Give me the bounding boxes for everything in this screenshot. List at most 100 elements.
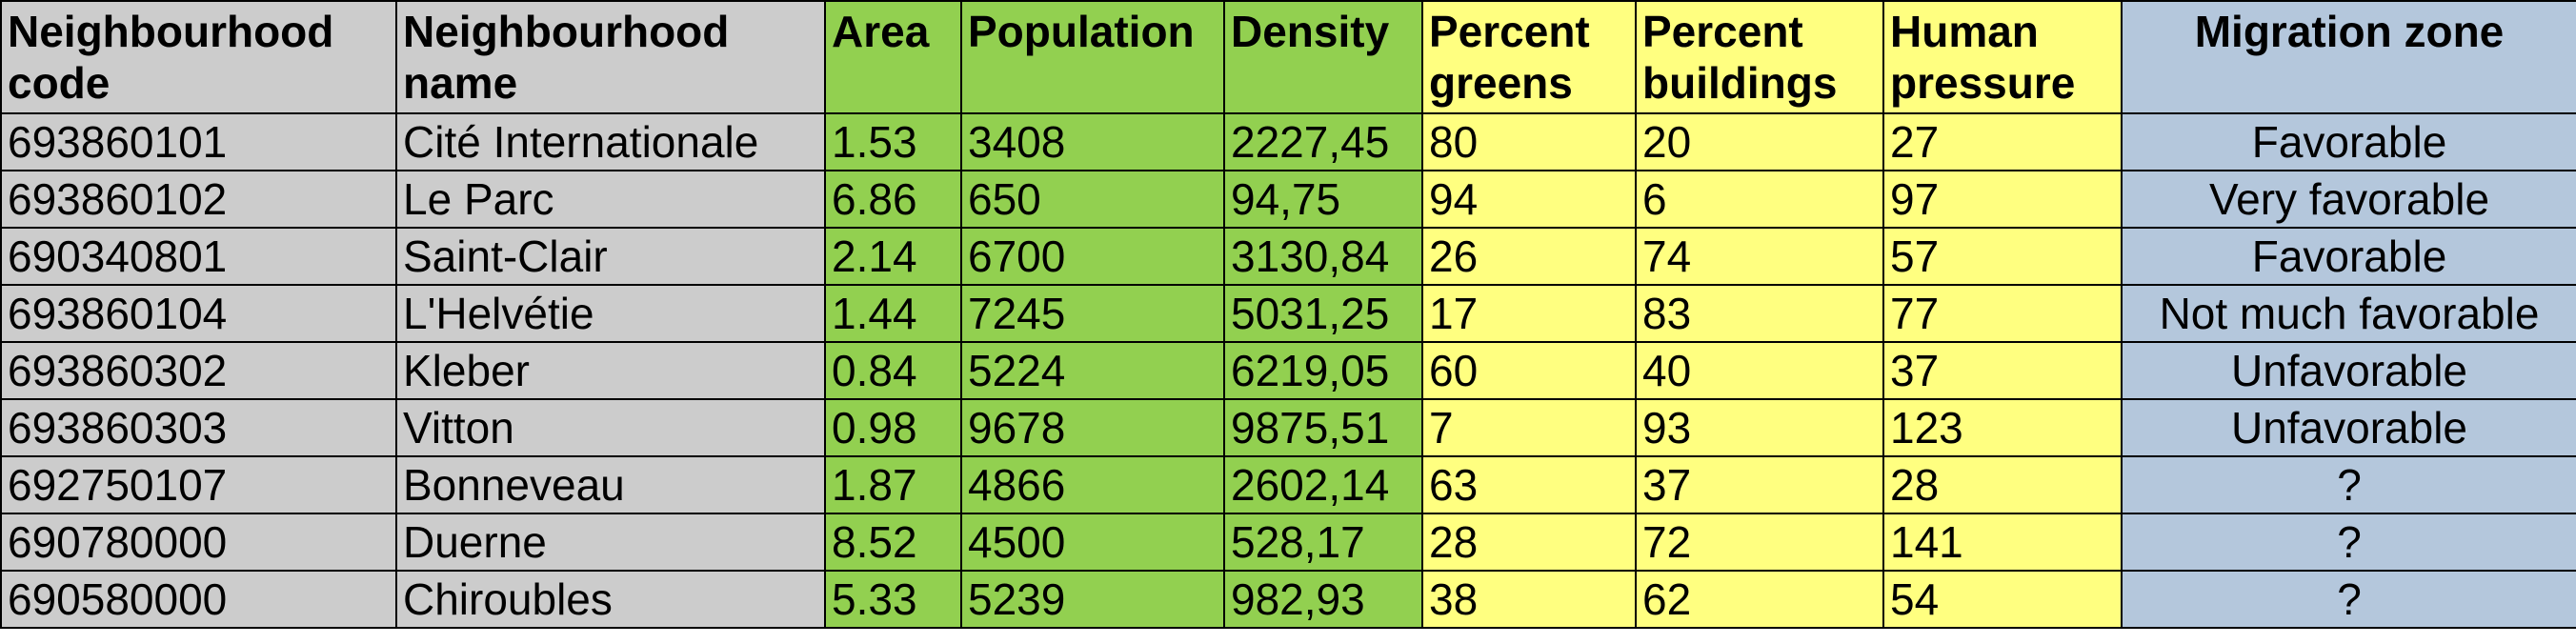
table-row: 693860101 Cité Internationale 1.53 3408 2227… bbox=[0, 112, 2576, 171]
cell-density: 9875,51 bbox=[1223, 398, 1423, 457]
cell-pressure: 97 bbox=[1882, 170, 2123, 229]
header-code: Neighbourhood code bbox=[0, 0, 397, 114]
cell-pressure: 77 bbox=[1882, 284, 2123, 343]
cell-greens: 38 bbox=[1421, 570, 1637, 629]
cell-area: 1.53 bbox=[824, 112, 962, 171]
cell-area: 2.14 bbox=[824, 227, 962, 286]
cell-area: 5.33 bbox=[824, 570, 962, 629]
cell-density: 94,75 bbox=[1223, 170, 1423, 229]
cell-population: 9678 bbox=[960, 398, 1225, 457]
cell-population: 5224 bbox=[960, 341, 1225, 400]
cell-name: Bonneveau bbox=[395, 455, 826, 514]
cell-name: Kleber bbox=[395, 341, 826, 400]
cell-buildings: 93 bbox=[1635, 398, 1884, 457]
header-name: Neighbourhood name bbox=[395, 0, 826, 114]
cell-greens: 7 bbox=[1421, 398, 1637, 457]
cell-zone: ? bbox=[2121, 570, 2576, 629]
cell-name: L'Helvétie bbox=[395, 284, 826, 343]
table-row: 690580000 Chiroubles 5.33 5239 982,93 38 62 54? bbox=[0, 570, 2576, 629]
cell-greens: 17 bbox=[1421, 284, 1637, 343]
cell-greens: 28 bbox=[1421, 513, 1637, 572]
cell-buildings: 62 bbox=[1635, 570, 1884, 629]
cell-population: 4500 bbox=[960, 513, 1225, 572]
cell-pressure: 123 bbox=[1882, 398, 2123, 457]
cell-greens: 26 bbox=[1421, 227, 1637, 286]
cell-code: 693860303 bbox=[0, 398, 397, 457]
cell-area: 8.52 bbox=[824, 513, 962, 572]
table-row: 693860303 Vitton 0.98 9678 9875,51 7 93 123 Unfa… bbox=[0, 398, 2576, 457]
table-row: 692750107 Bonneveau 1.87 4866 2602,14 63 37 28? bbox=[0, 455, 2576, 514]
cell-pressure: 141 bbox=[1882, 513, 2123, 572]
cell-name: Le Parc bbox=[395, 170, 826, 229]
cell-greens: 60 bbox=[1421, 341, 1637, 400]
table-body: 693860101 Cité Internationale 1.53 3408 2227… bbox=[0, 112, 2576, 629]
cell-population: 5239 bbox=[960, 570, 1225, 629]
cell-population: 3408 bbox=[960, 112, 1225, 171]
cell-zone: ? bbox=[2121, 455, 2576, 514]
cell-density: 2602,14 bbox=[1223, 455, 1423, 514]
cell-zone: ? bbox=[2121, 513, 2576, 572]
cell-greens: 80 bbox=[1421, 112, 1637, 171]
cell-code: 693860302 bbox=[0, 341, 397, 400]
cell-density: 3130,84 bbox=[1223, 227, 1423, 286]
cell-density: 5031,25 bbox=[1223, 284, 1423, 343]
header-zone: Migration zone bbox=[2121, 0, 2576, 114]
cell-name: Cité Internationale bbox=[395, 112, 826, 171]
table-row: 690340801 Saint-Clair 2.14 6700 3130,84 26 74 5… bbox=[0, 227, 2576, 286]
cell-code: 693860102 bbox=[0, 170, 397, 229]
table-row: 693860104 L'Helvétie 1.44 7245 5031,25 17 83 77… bbox=[0, 284, 2576, 343]
cell-code: 690780000 bbox=[0, 513, 397, 572]
cell-area: 6.86 bbox=[824, 170, 962, 229]
header-buildings: Percent buildings bbox=[1635, 0, 1884, 114]
cell-area: 0.98 bbox=[824, 398, 962, 457]
cell-name: Vitton bbox=[395, 398, 826, 457]
cell-density: 982,93 bbox=[1223, 570, 1423, 629]
cell-zone: Not much favorable bbox=[2121, 284, 2576, 343]
cell-name: Duerne bbox=[395, 513, 826, 572]
cell-zone: Favorable bbox=[2121, 112, 2576, 171]
cell-area: 1.44 bbox=[824, 284, 962, 343]
cell-density: 6219,05 bbox=[1223, 341, 1423, 400]
cell-code: 692750107 bbox=[0, 455, 397, 514]
cell-population: 4866 bbox=[960, 455, 1225, 514]
cell-population: 7245 bbox=[960, 284, 1225, 343]
header-greens: Percent greens bbox=[1421, 0, 1637, 114]
cell-greens: 94 bbox=[1421, 170, 1637, 229]
header-row: Neighbourhood code Neighbourhood name Ar… bbox=[0, 0, 2576, 114]
cell-zone: Favorable bbox=[2121, 227, 2576, 286]
cell-population: 650 bbox=[960, 170, 1225, 229]
cell-buildings: 74 bbox=[1635, 227, 1884, 286]
cell-code: 690340801 bbox=[0, 227, 397, 286]
cell-buildings: 40 bbox=[1635, 341, 1884, 400]
neighbourhood-table: Neighbourhood code Neighbourhood name Ar… bbox=[0, 0, 2576, 629]
cell-code: 693860104 bbox=[0, 284, 397, 343]
header-density: Density bbox=[1223, 0, 1423, 114]
cell-density: 528,17 bbox=[1223, 513, 1423, 572]
cell-code: 690580000 bbox=[0, 570, 397, 629]
cell-pressure: 54 bbox=[1882, 570, 2123, 629]
cell-buildings: 83 bbox=[1635, 284, 1884, 343]
cell-greens: 63 bbox=[1421, 455, 1637, 514]
cell-pressure: 57 bbox=[1882, 227, 2123, 286]
table-row: 693860302 Kleber 0.84 5224 6219,05 60 40 37 Unfa… bbox=[0, 341, 2576, 400]
table-row: 693860102 Le Parc 6.86 650 94,75 94 6 97 Very fa… bbox=[0, 170, 2576, 229]
cell-name: Chiroubles bbox=[395, 570, 826, 629]
cell-population: 6700 bbox=[960, 227, 1225, 286]
cell-buildings: 37 bbox=[1635, 455, 1884, 514]
cell-buildings: 20 bbox=[1635, 112, 1884, 171]
cell-code: 693860101 bbox=[0, 112, 397, 171]
cell-pressure: 28 bbox=[1882, 455, 2123, 514]
cell-pressure: 27 bbox=[1882, 112, 2123, 171]
cell-zone: Unfavorable bbox=[2121, 341, 2576, 400]
cell-density: 2227,45 bbox=[1223, 112, 1423, 171]
cell-area: 1.87 bbox=[824, 455, 962, 514]
header-pressure: Human pressure bbox=[1882, 0, 2123, 114]
table-row: 690780000 Duerne 8.52 4500 528,17 28 72 141? bbox=[0, 513, 2576, 572]
cell-name: Saint-Clair bbox=[395, 227, 826, 286]
header-population: Population bbox=[960, 0, 1225, 114]
cell-area: 0.84 bbox=[824, 341, 962, 400]
cell-pressure: 37 bbox=[1882, 341, 2123, 400]
cell-buildings: 72 bbox=[1635, 513, 1884, 572]
header-area: Area bbox=[824, 0, 962, 114]
cell-buildings: 6 bbox=[1635, 170, 1884, 229]
